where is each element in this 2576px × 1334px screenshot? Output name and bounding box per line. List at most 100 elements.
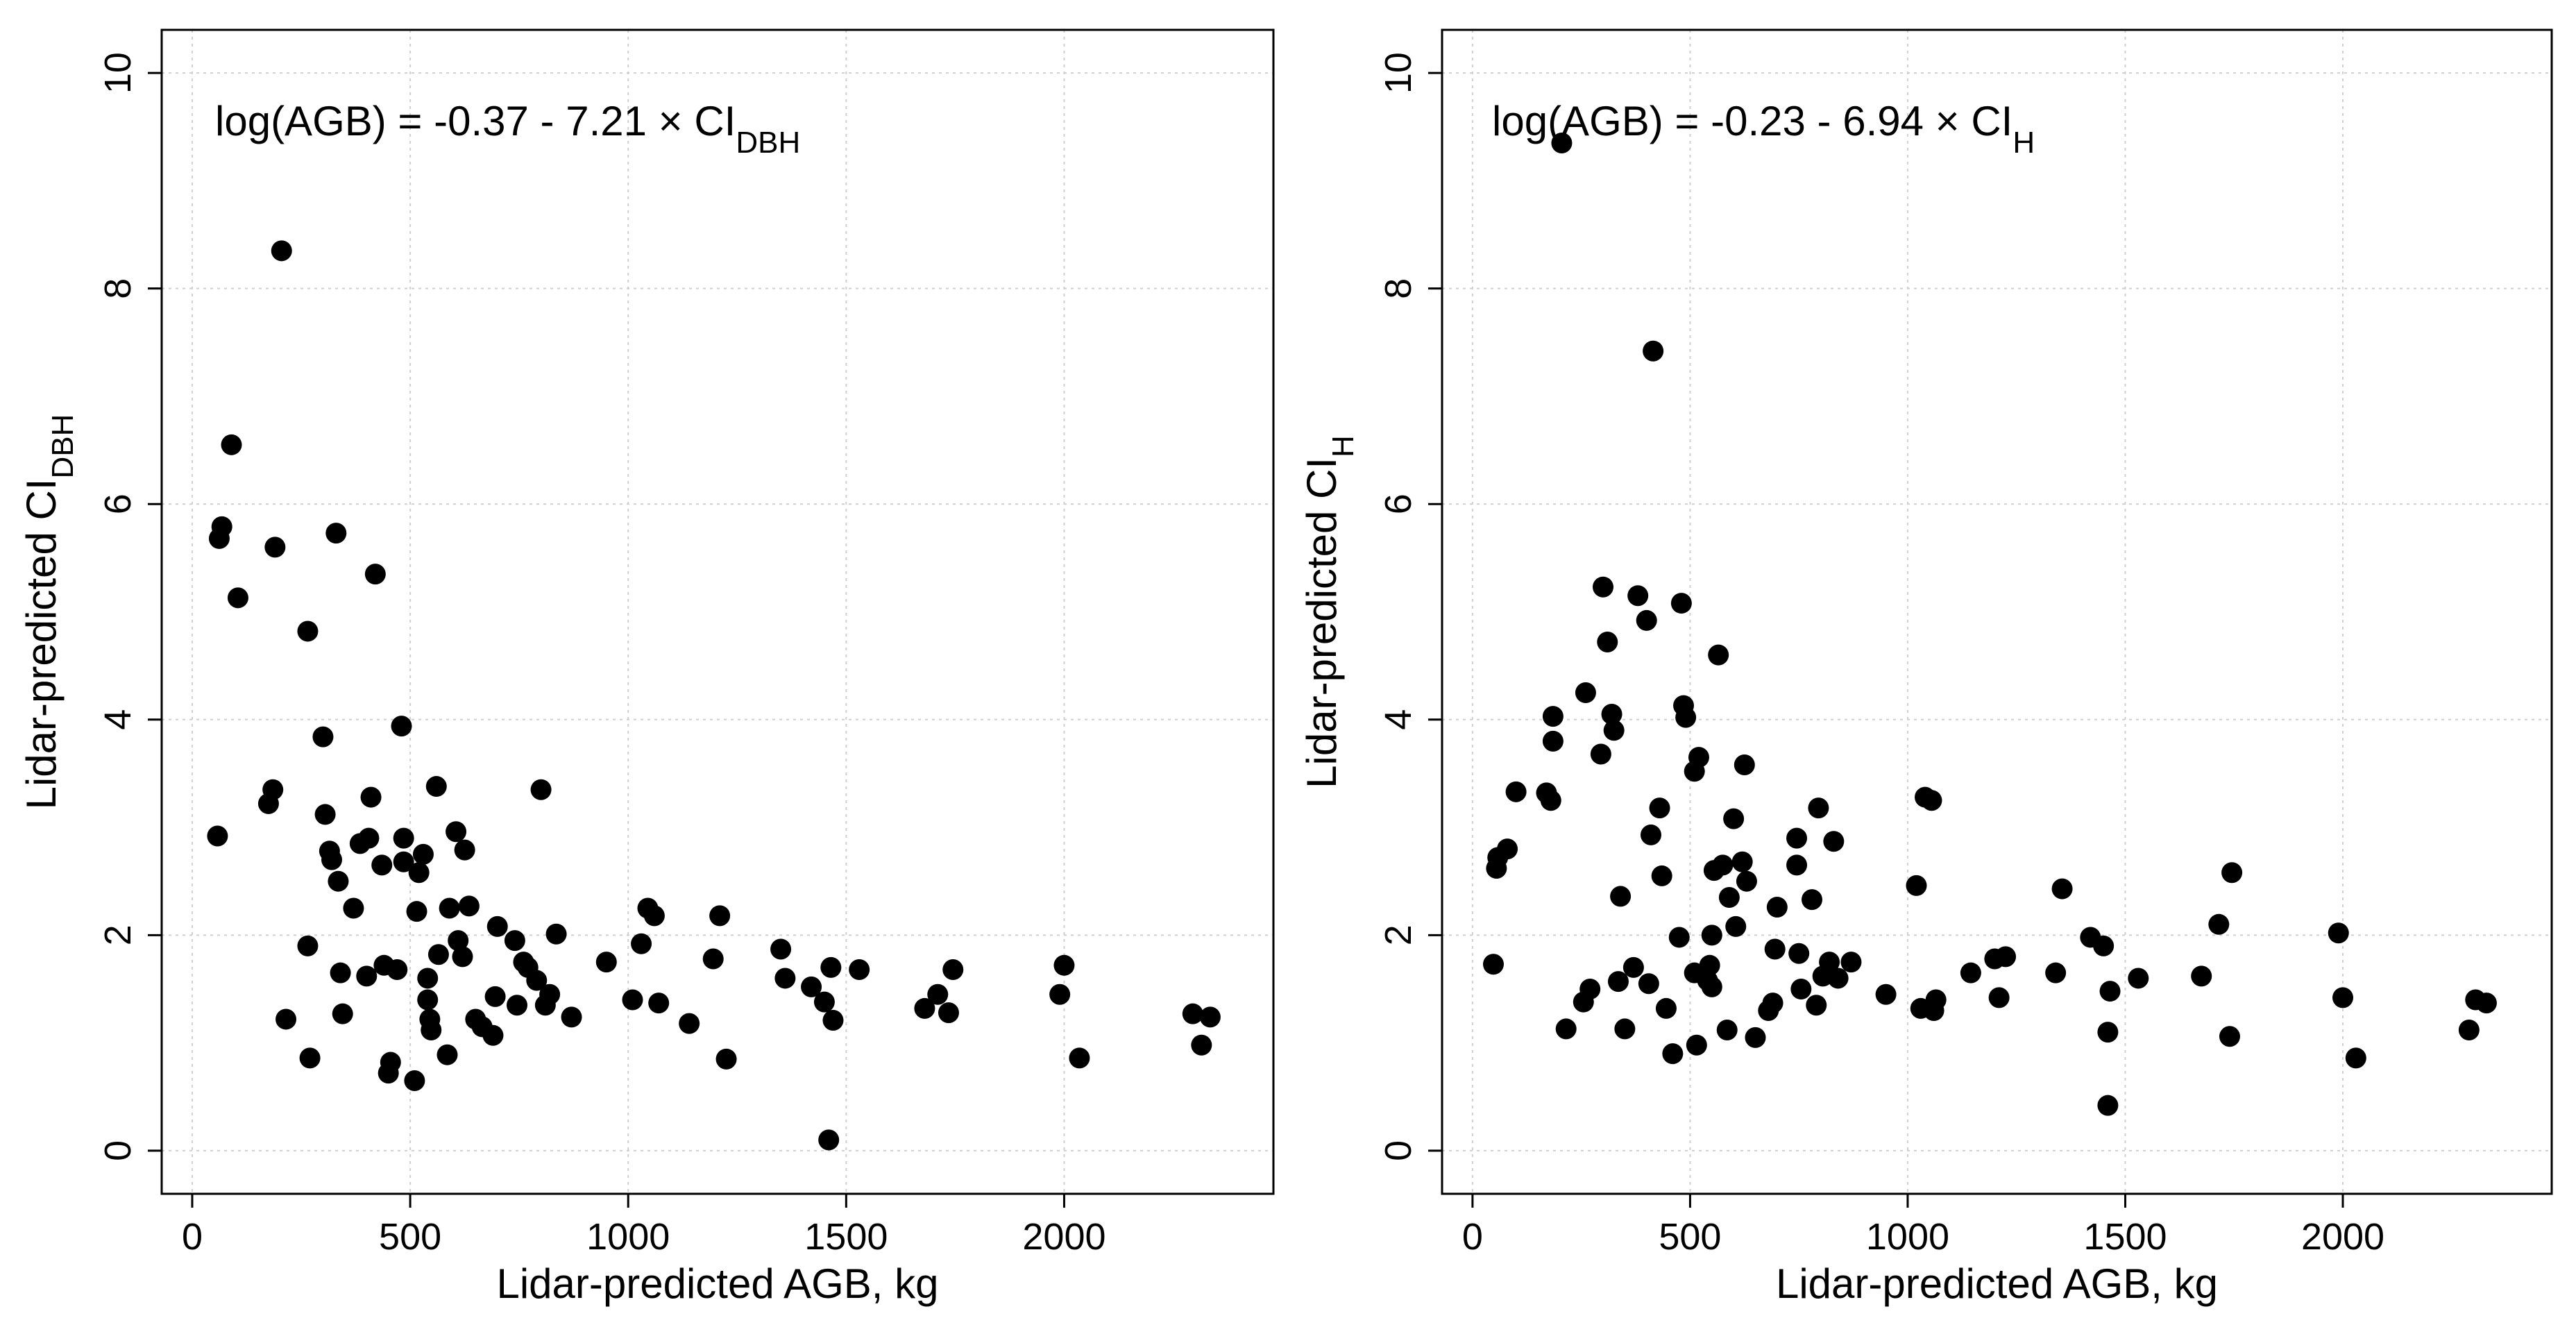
left-scatter-panel: 0 500 1000 1500 2000 0 2 4 6 8 10 Lidar-predicted A… bbox=[18, 28, 1275, 1307]
x-tick-label: 500 bbox=[1659, 1216, 1721, 1258]
data-point bbox=[312, 726, 334, 748]
data-point bbox=[1823, 831, 1845, 852]
x-tick-label: 1500 bbox=[804, 1216, 888, 1258]
data-point bbox=[849, 959, 870, 981]
data-point bbox=[417, 989, 439, 1011]
data-point bbox=[2458, 1019, 2480, 1040]
data-point bbox=[622, 989, 643, 1011]
data-point bbox=[545, 923, 567, 945]
data-point bbox=[526, 970, 548, 991]
data-point bbox=[439, 897, 460, 919]
regression-equation: log(AGB) = -0.37 - 7.21 × CIDBH bbox=[215, 98, 800, 160]
data-point bbox=[1638, 973, 1659, 995]
x-tick-label: 500 bbox=[379, 1216, 441, 1258]
data-point bbox=[2045, 962, 2067, 983]
data-point bbox=[539, 983, 561, 1005]
data-point bbox=[446, 821, 467, 843]
data-point bbox=[1745, 1027, 1766, 1048]
data-point bbox=[1701, 924, 1722, 946]
data-points bbox=[207, 240, 1221, 1151]
data-point bbox=[1734, 754, 1755, 775]
data-point bbox=[1651, 865, 1672, 886]
x-tick-label: 1000 bbox=[586, 1216, 670, 1258]
data-point bbox=[1540, 790, 1561, 811]
data-point bbox=[454, 839, 475, 861]
data-point bbox=[393, 827, 414, 849]
data-point bbox=[1199, 1006, 1221, 1028]
data-point bbox=[371, 854, 393, 876]
data-point bbox=[387, 959, 408, 981]
data-point bbox=[1675, 707, 1697, 728]
data-point bbox=[276, 1008, 297, 1030]
data-point bbox=[774, 968, 796, 989]
y-axis-title: Lidar-predicted CIH bbox=[1298, 435, 1360, 788]
data-point bbox=[364, 564, 386, 585]
data-point bbox=[1762, 993, 1783, 1014]
data-point bbox=[1764, 938, 1786, 960]
data-point bbox=[507, 995, 528, 1016]
data-point bbox=[1802, 889, 1822, 911]
data-point bbox=[1708, 644, 1729, 666]
data-point bbox=[299, 1047, 321, 1069]
data-point bbox=[1995, 946, 2017, 968]
data-point bbox=[1790, 978, 1812, 999]
data-point bbox=[221, 434, 242, 455]
data-point bbox=[530, 779, 552, 800]
data-point bbox=[1505, 781, 1527, 802]
x-axis-title: Lidar-predicted AGB, kg bbox=[496, 1260, 938, 1307]
data-point bbox=[314, 804, 336, 825]
data-point bbox=[1542, 730, 1564, 752]
data-point bbox=[1049, 983, 1071, 1005]
data-point bbox=[297, 620, 319, 642]
y-tick-label: 6 bbox=[1378, 493, 1419, 514]
data-point bbox=[1699, 954, 1720, 976]
data-point bbox=[297, 935, 319, 956]
data-point bbox=[391, 716, 412, 737]
data-point bbox=[914, 997, 935, 1019]
data-point bbox=[818, 1129, 840, 1151]
data-point bbox=[813, 991, 835, 1013]
data-point bbox=[1191, 1034, 1212, 1056]
right-scatter-panel: 0 500 1000 1500 2000 0 2 4 6 8 10 Lidar-predicted A… bbox=[1298, 28, 2553, 1307]
data-point bbox=[1925, 989, 1947, 1011]
data-point bbox=[1808, 797, 1829, 819]
data-point bbox=[1640, 824, 1661, 845]
data-point bbox=[207, 825, 228, 847]
x-tick-label: 2000 bbox=[1022, 1216, 1105, 1258]
data-point bbox=[2097, 1095, 2119, 1116]
data-points bbox=[1482, 133, 2497, 1116]
data-point bbox=[1788, 943, 1810, 964]
data-point bbox=[2328, 922, 2349, 944]
data-point bbox=[1766, 896, 1788, 918]
data-point bbox=[1786, 854, 1808, 876]
data-point bbox=[1806, 995, 1827, 1016]
x-tick-label: 1500 bbox=[2083, 1216, 2167, 1258]
data-point bbox=[484, 986, 506, 1007]
data-point bbox=[927, 983, 949, 1005]
data-point bbox=[1627, 585, 1649, 607]
plot-frame bbox=[160, 28, 1275, 1195]
y-tick-label: 4 bbox=[1378, 709, 1419, 730]
regression-equation: log(AGB) = -0.23 - 6.94 × CIH bbox=[1492, 98, 2035, 160]
y-tick-label: 2 bbox=[97, 924, 139, 945]
data-point bbox=[1622, 956, 1644, 978]
data-point bbox=[770, 938, 792, 960]
data-point bbox=[1723, 808, 1745, 829]
data-point bbox=[631, 933, 652, 954]
data-point bbox=[1718, 886, 1740, 908]
data-point bbox=[2221, 862, 2243, 884]
data-point bbox=[332, 1003, 353, 1024]
data-point bbox=[702, 948, 724, 970]
data-point bbox=[358, 827, 380, 849]
x-tick-label: 1000 bbox=[1866, 1216, 1949, 1258]
data-point bbox=[2345, 1047, 2366, 1069]
data-point bbox=[2128, 968, 2149, 989]
gridlines bbox=[1442, 30, 2552, 1194]
data-point bbox=[1688, 747, 1709, 768]
data-point bbox=[1786, 827, 1808, 849]
y-tick-label: 4 bbox=[97, 709, 139, 730]
data-point bbox=[1716, 1019, 1738, 1040]
data-point bbox=[1988, 987, 2010, 1008]
y-tick-label: 10 bbox=[1378, 52, 1419, 94]
